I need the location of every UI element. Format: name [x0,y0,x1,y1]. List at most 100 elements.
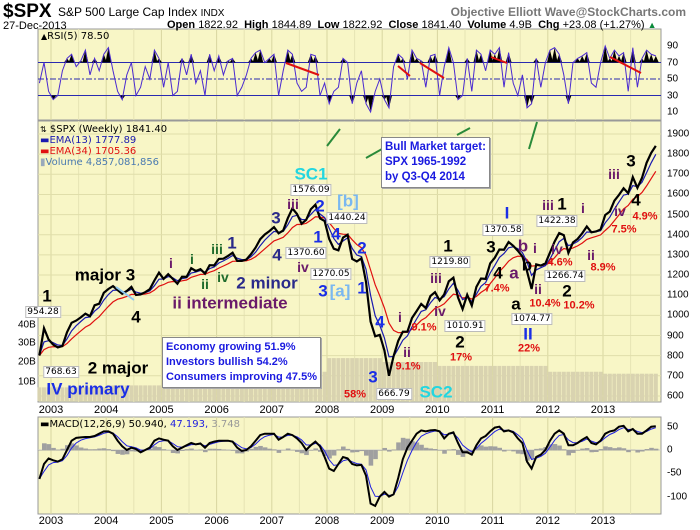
volume-bar [566,371,571,401]
rsi-mountain-icon: ▲ [41,32,48,41]
macd-histogram-bar [203,450,208,453]
wave-label: [b] [337,191,359,211]
macd-histogram-bar [617,447,622,451]
rsi-overbought-fill [579,55,586,63]
volume-bar [239,381,244,401]
wave-label: ii [201,276,209,292]
volume-bar [479,365,484,401]
high-label: High [244,19,269,31]
wave-label: 1 [443,236,453,256]
volume-bar [331,358,336,401]
volume-bar [640,373,645,401]
macd-histogram-bar [621,448,627,451]
macd-histogram-bar [575,450,581,451]
rsi-divergence-line [397,65,411,77]
rsi-divergence-line [419,62,445,79]
volume-bar [396,362,401,401]
wave-label: 3 [318,281,328,301]
macd-histogram-bar [548,444,553,451]
rsi-overbought-fill [606,58,613,63]
x-tick-label: 2012 [535,515,561,527]
macd-histogram-bar [230,450,236,451]
macd-legend: ▬MACD(12,26,9) 50.940, 47.193, 3.748 [40,419,240,430]
x-tick-label: 2009 [369,515,395,527]
rsi-divergence-line [528,121,538,150]
price-callout: 1422.38 [536,215,578,227]
volume-bar [46,387,51,401]
macd-histogram-bar [318,450,323,452]
x-tick-label: 2003 [38,515,64,527]
macd-histogram-bar [341,446,346,451]
volume-bar [207,383,212,401]
wave-label: SC2 [419,382,453,402]
macd-histogram-bar [299,450,305,454]
macd-histogram-bar [594,450,599,453]
macd-histogram-bar [368,450,374,466]
x-tick-label: 2006 [204,515,229,527]
volume-bar [617,373,622,401]
price-callout: 1219.80 [429,256,471,268]
pct-label: 10.2% [563,299,595,312]
macd-histogram-bar [258,445,263,451]
macd-histogram-bar [534,448,539,451]
macd-histogram-bar [626,450,631,453]
rsi-overbought-fill [289,54,296,63]
macd-histogram-bar [598,449,604,451]
macd-histogram-bar [446,449,452,451]
macd-histogram-bar [175,450,181,454]
macd-histogram-bar [428,448,434,451]
macd-histogram-bar [166,450,171,451]
macd-histogram-bar [129,450,135,452]
volume-bar [55,387,60,401]
macd-histogram-bar [253,446,259,451]
rsi-overbought-fill [620,52,627,63]
wave-label: [a] [329,281,351,301]
volume-bar [120,385,125,401]
wave-label: 1 [313,227,323,247]
macd-histogram-bar [538,448,544,451]
macd-histogram-bar [120,450,125,455]
ema13-legend: ▬EMA(13) 1777.89 [40,135,137,146]
high-value: 1844.89 [271,19,312,31]
wave-label: iv [297,259,309,275]
price-tick-label: 1400 [667,229,690,241]
macd-histogram-bar [134,450,139,452]
price-line [38,145,657,377]
wave-label: 4 [331,224,341,244]
volume-bar [253,381,258,401]
macd-histogram-bar [612,448,618,451]
volume-bar [92,387,97,401]
volume-bar [345,358,350,401]
macd-histogram-bar [515,450,521,454]
macd-histogram-bar [267,448,273,451]
volume-bar [387,362,392,401]
wave-label: iv [217,269,229,285]
wave-label: 3 [368,367,378,387]
macd-histogram-bar [649,447,654,451]
brand: Objective Elliott Wave@StockCharts.com [450,5,686,19]
price-callout: 1370.60 [285,247,327,259]
volume-tick-label: 10B [18,376,36,388]
volume-legend-text: Volume 4,857,081,856 [45,157,160,168]
wave-bracket [115,286,135,301]
macd-histogram-bar [635,450,641,453]
rsi-tick-label: 90 [667,40,679,52]
volume-bars-icon: ▮ [40,157,46,168]
macd-panel [37,416,662,515]
chg-label: Chg [538,19,560,31]
volume-bar [258,381,263,401]
volume-bar [456,365,461,401]
macd-histogram-bar [580,448,585,451]
macd-histogram-bar [506,450,512,451]
rsi-line [38,44,656,114]
macd-histogram-bar [382,447,388,451]
rsi-oversold-fill [367,95,374,112]
volume-bar [65,387,70,401]
wave-label: 4 [631,190,641,210]
price-tick-label: 1700 [667,168,690,180]
volume-bar [170,383,175,401]
volume-bar [37,387,42,401]
price-tick-label: 1600 [667,188,690,200]
volume-bar [101,387,106,401]
